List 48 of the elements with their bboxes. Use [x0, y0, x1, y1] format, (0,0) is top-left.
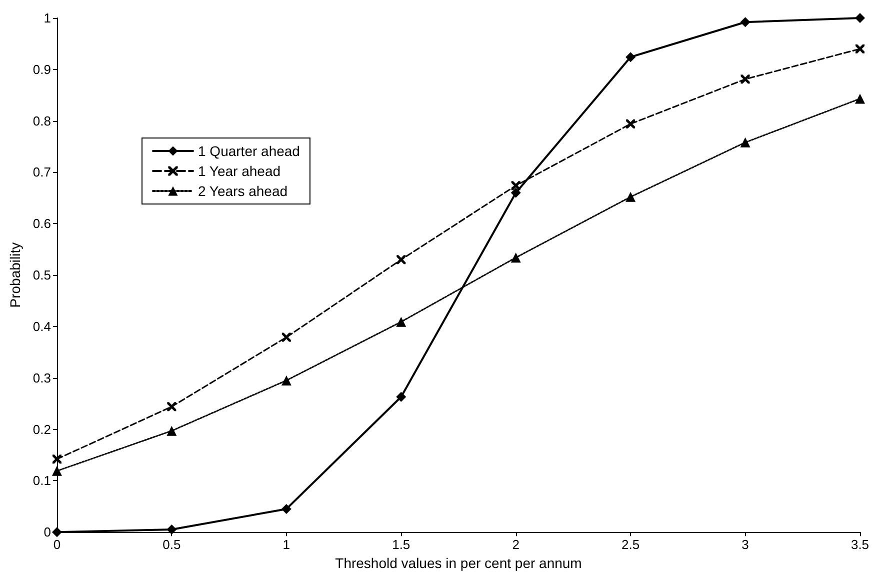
- point: [52, 454, 62, 464]
- point: [282, 332, 291, 342]
- point: [396, 392, 406, 402]
- y-tick-label: 0.7: [32, 164, 51, 180]
- point: [510, 252, 521, 263]
- point: [166, 426, 177, 436]
- y-tick-label: 0.3: [32, 370, 51, 386]
- point: [740, 17, 750, 28]
- x-tick-label: 0: [53, 537, 61, 552]
- point: [510, 188, 521, 198]
- point: [167, 402, 176, 412]
- point: [52, 466, 62, 476]
- point: [856, 44, 864, 54]
- y-tick-label: 0.9: [32, 62, 51, 77]
- y-tick-label: 0: [44, 524, 51, 540]
- x-tick-label: 1: [282, 537, 290, 552]
- point: [52, 527, 62, 538]
- point: [626, 192, 636, 202]
- legend-label: 1 Year ahead: [198, 163, 281, 179]
- y-tick-label: 0.8: [32, 113, 51, 128]
- y-tick-label: 1: [44, 10, 51, 26]
- point: [281, 375, 292, 386]
- x-tick-label: 2.5: [622, 537, 640, 552]
- point: [281, 504, 292, 514]
- point: [166, 524, 177, 535]
- y-tick-label: 0.4: [32, 318, 51, 334]
- point: [626, 52, 636, 62]
- y-tick-label: 0.2: [32, 422, 51, 437]
- y-tick-label: 0.5: [32, 268, 51, 283]
- point: [626, 119, 636, 128]
- point: [740, 137, 750, 148]
- point: [396, 255, 406, 264]
- y-axis-title: Probability: [7, 242, 23, 308]
- x-axis-title: Threshold values in per cent per annum: [335, 555, 582, 571]
- legend-label: 1 Quarter ahead: [198, 143, 300, 159]
- x-tick-label: 3: [742, 537, 749, 552]
- point: [855, 13, 865, 23]
- point: [740, 74, 750, 84]
- legend-label: 2 Years ahead: [198, 183, 288, 199]
- point: [396, 316, 406, 327]
- x-tick-label: 3.5: [850, 537, 870, 552]
- point: [855, 94, 865, 104]
- x-tick-label: 0.5: [162, 537, 181, 552]
- y-tick-label: 0.1: [32, 473, 51, 488]
- x-tick-label: 2: [512, 537, 520, 552]
- y-tick-label: 0.6: [32, 216, 51, 232]
- x-tick-label: 1.5: [392, 537, 410, 552]
- point: [511, 181, 520, 190]
